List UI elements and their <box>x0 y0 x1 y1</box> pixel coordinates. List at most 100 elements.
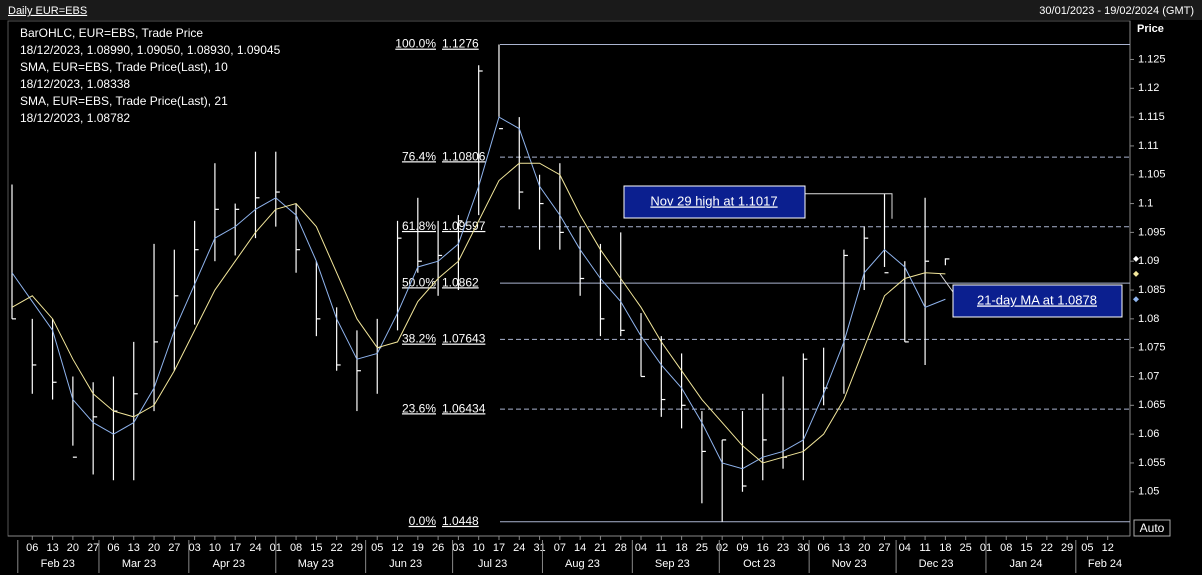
x-tick-label: 29 <box>351 542 363 554</box>
x-tick-label: 27 <box>168 542 180 554</box>
x-tick-label: 27 <box>878 542 890 554</box>
fib-value-label: 1.09597 <box>442 219 486 233</box>
fib-value-label: 1.0448 <box>442 514 479 528</box>
x-tick-label: 20 <box>858 542 870 554</box>
month-label: Aug 23 <box>565 558 600 570</box>
fib-pct-label: 50.0% <box>402 275 436 289</box>
fib-value-label: 1.10806 <box>442 149 486 163</box>
y-tick-label: 1.125 <box>1138 53 1166 65</box>
x-tick-label: 30 <box>797 542 809 554</box>
x-tick-label: 09 <box>736 542 748 554</box>
legend-entry: 18/12/2023, 1.08782 <box>20 111 130 125</box>
fib-value-label: 1.07643 <box>442 332 486 346</box>
x-tick-label: 08 <box>1000 542 1012 554</box>
x-tick-label: 10 <box>473 542 485 554</box>
x-tick-label: 24 <box>249 542 261 554</box>
x-tick-label: 31 <box>533 542 545 554</box>
month-label: Oct 23 <box>743 558 775 570</box>
x-tick-label: 02 <box>716 542 728 554</box>
x-tick-label: 17 <box>493 542 505 554</box>
x-tick-label: 12 <box>391 542 403 554</box>
month-label: Nov 23 <box>832 558 867 570</box>
x-tick-label: 08 <box>290 542 302 554</box>
x-tick-label: 06 <box>107 542 119 554</box>
month-label: Jul 23 <box>478 558 507 570</box>
month-label: Feb 24 <box>1088 558 1122 570</box>
x-tick-label: 18 <box>939 542 951 554</box>
x-tick-label: 22 <box>1041 542 1053 554</box>
month-label: May 23 <box>298 558 334 570</box>
sma-line <box>11 162 946 464</box>
x-tick-label: 16 <box>757 542 769 554</box>
annotation-connector <box>939 273 954 293</box>
y-tick-label: 1.115 <box>1138 111 1165 123</box>
fib-value-label: 1.06434 <box>442 401 486 415</box>
legend-entry: 18/12/2023, 1.08990, 1.09050, 1.08930, 1… <box>20 43 281 57</box>
x-tick-label: 25 <box>960 542 972 554</box>
fib-pct-label: 61.8% <box>402 219 436 233</box>
y-tick-label: 1.05 <box>1138 486 1159 498</box>
month-label: Jun 23 <box>389 558 422 570</box>
last-value-marker <box>1133 255 1139 262</box>
y-axis-label: Price <box>1137 23 1164 35</box>
y-tick-label: 1.065 <box>1138 399 1166 411</box>
last-value-marker <box>1133 270 1139 277</box>
month-label: Feb 23 <box>41 558 75 570</box>
annotation-box <box>952 284 1123 318</box>
x-tick-label: 05 <box>1081 542 1093 554</box>
x-tick-label: 17 <box>229 542 241 554</box>
legend-entry: 18/12/2023, 1.08338 <box>20 77 130 91</box>
x-tick-label: 15 <box>1020 542 1032 554</box>
x-tick-label: 10 <box>209 542 221 554</box>
y-tick-label: 1.09 <box>1138 255 1159 267</box>
x-tick-label: 04 <box>635 542 647 554</box>
y-tick-label: 1.07 <box>1138 370 1159 382</box>
x-tick-label: 29 <box>1061 542 1073 554</box>
x-tick-label: 11 <box>656 542 667 554</box>
auto-button[interactable] <box>1133 519 1171 537</box>
fib-pct-label: 0.0% <box>409 514 437 528</box>
fib-pct-label: 100.0% <box>395 37 436 51</box>
month-label: Dec 23 <box>919 558 954 570</box>
y-tick-label: 1.085 <box>1138 284 1166 296</box>
x-tick-label: 03 <box>188 542 200 554</box>
last-value-marker <box>1133 296 1139 303</box>
x-tick-label: 04 <box>899 542 911 554</box>
month-label: Jan 24 <box>1009 558 1042 570</box>
x-tick-label: 28 <box>615 542 627 554</box>
auto-button-label[interactable]: Auto <box>1140 521 1165 535</box>
x-tick-label: 11 <box>919 542 930 554</box>
x-tick-label: 14 <box>574 542 586 554</box>
x-tick-label: 05 <box>371 542 383 554</box>
y-tick-label: 1.12 <box>1138 82 1159 94</box>
fib-value-label: 1.1276 <box>442 37 479 51</box>
x-tick-label: 15 <box>310 542 322 554</box>
x-tick-label: 26 <box>432 542 444 554</box>
x-tick-label: 21 <box>594 542 606 554</box>
x-tick-label: 24 <box>513 542 525 554</box>
y-tick-label: 1.055 <box>1138 457 1166 469</box>
x-tick-label: 13 <box>128 542 140 554</box>
x-tick-label: 13 <box>838 542 850 554</box>
y-tick-label: 1.1 <box>1138 197 1153 209</box>
fib-pct-label: 38.2% <box>402 332 436 346</box>
header-bar <box>0 0 1202 20</box>
x-tick-label: 07 <box>554 542 566 554</box>
annotation-text: 21-day MA at 1.0878 <box>977 292 1097 307</box>
month-label: Mar 23 <box>122 558 156 570</box>
legend-entry: BarOHLC, EUR=EBS, Trade Price <box>20 26 203 40</box>
chart-title[interactable]: Daily EUR=EBS <box>8 5 87 17</box>
x-tick-label: 27 <box>87 542 99 554</box>
month-label: Sep 23 <box>655 558 690 570</box>
x-tick-label: 18 <box>675 542 687 554</box>
legend-entry: SMA, EUR=EBS, Trade Price(Last), 21 <box>20 94 228 108</box>
x-tick-label: 25 <box>696 542 708 554</box>
fib-pct-label: 23.6% <box>402 401 436 415</box>
y-tick-label: 1.075 <box>1138 342 1166 354</box>
month-label: Apr 23 <box>213 558 245 570</box>
sma-line <box>11 116 946 470</box>
x-tick-label: 06 <box>26 542 38 554</box>
x-tick-label: 22 <box>331 542 343 554</box>
x-tick-label: 13 <box>46 542 58 554</box>
